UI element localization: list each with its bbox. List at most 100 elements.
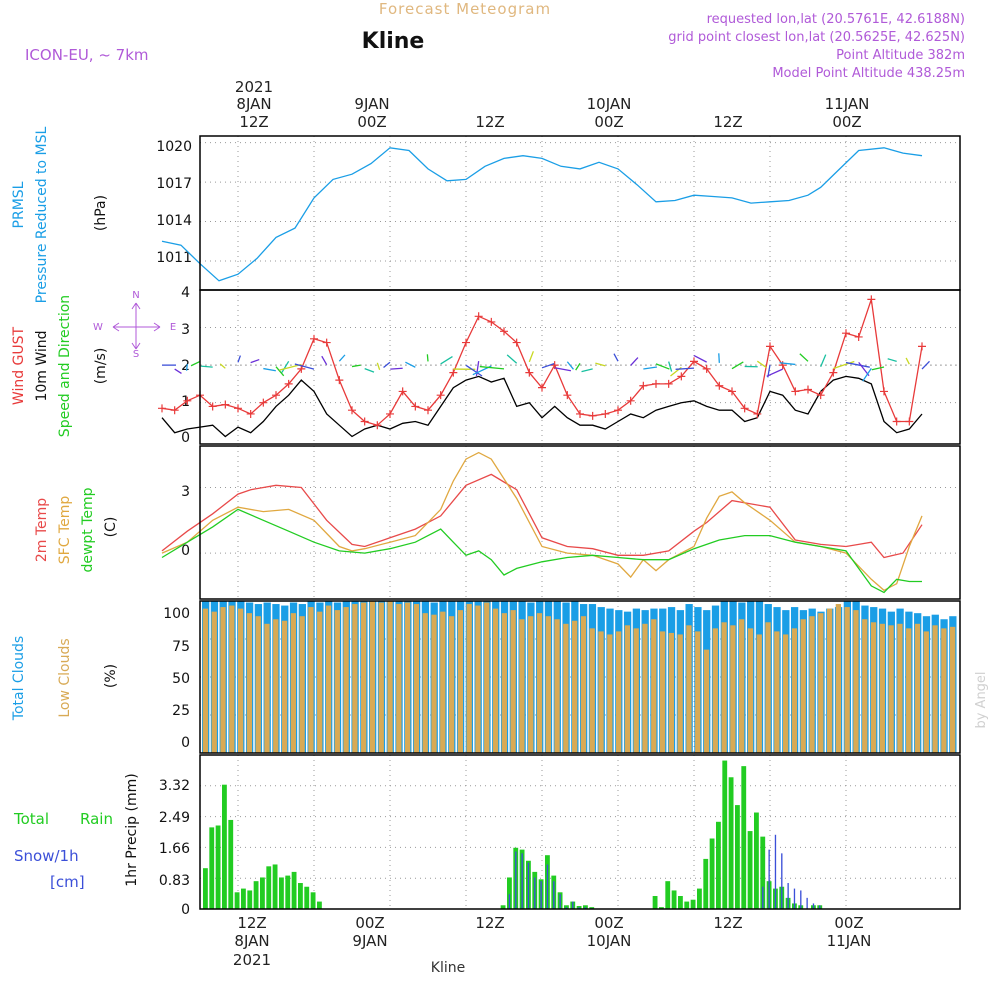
precip-panel-labels: Total Rain Snow/1h [cm] 1hr Precip (mm) … bbox=[13, 773, 190, 918]
wind-direction-arrow bbox=[581, 368, 593, 373]
wind-direction-arrow bbox=[871, 366, 885, 371]
pressure-label-1: PRMSL bbox=[11, 181, 27, 228]
low-clouds-bar bbox=[721, 622, 727, 753]
wind-direction-arrow bbox=[426, 354, 429, 362]
rain-bar bbox=[665, 881, 671, 909]
temp-tick-3: 3 bbox=[181, 484, 190, 500]
low-clouds-bar bbox=[255, 616, 261, 753]
rain-bar bbox=[589, 907, 595, 909]
low-clouds-bar bbox=[950, 626, 956, 753]
wind-gust-point bbox=[639, 381, 648, 390]
wind-gust-point bbox=[728, 387, 736, 396]
precip-tick-166: 1.66 bbox=[159, 841, 190, 857]
low-clouds-bar bbox=[607, 634, 613, 753]
wind-direction-arrow bbox=[190, 360, 201, 367]
wind-gust-point bbox=[322, 338, 331, 347]
wind-direction-arrow bbox=[376, 362, 381, 371]
clouds-tick-50: 50 bbox=[172, 671, 190, 687]
rain-bar bbox=[703, 858, 709, 909]
snow-bar bbox=[787, 883, 789, 909]
low-clouds-bar bbox=[826, 608, 833, 753]
rain-bar bbox=[298, 883, 303, 909]
wind-direction-arrow bbox=[833, 360, 855, 370]
compass-rose: N S W E bbox=[93, 290, 176, 360]
low-clouds-bar bbox=[853, 610, 859, 753]
rain-bar bbox=[266, 866, 272, 909]
rain-bar bbox=[304, 886, 310, 909]
clouds-unit: (%) bbox=[103, 664, 119, 688]
low-clouds-bar bbox=[800, 619, 806, 753]
rain-bar bbox=[247, 890, 253, 909]
low-clouds-bar bbox=[211, 611, 217, 753]
precip-tick-083: 0.83 bbox=[159, 873, 190, 889]
wind-gust-point bbox=[601, 409, 610, 418]
wind-gust-point bbox=[804, 385, 812, 394]
model-label: ICON-EU, ~ 7km bbox=[25, 46, 149, 64]
page-title: Kline bbox=[362, 29, 425, 54]
wind-direction-arrow bbox=[185, 364, 188, 371]
low-clouds-bar bbox=[290, 613, 296, 753]
rain-bar bbox=[747, 831, 753, 909]
wind-direction-arrow bbox=[845, 361, 870, 368]
clouds-tick-75: 75 bbox=[172, 639, 190, 655]
wind-gust-point bbox=[918, 342, 926, 351]
low-clouds-bar bbox=[695, 631, 701, 753]
rain-bar bbox=[690, 899, 696, 909]
wind-direction-arrow bbox=[440, 356, 453, 365]
compass-south: S bbox=[133, 349, 139, 360]
low-clouds-bar bbox=[782, 634, 789, 753]
low-clouds-bar bbox=[361, 602, 367, 753]
low-clouds-bar bbox=[589, 628, 595, 753]
wind-direction-arrow bbox=[506, 354, 518, 364]
snow-bar bbox=[584, 907, 587, 909]
wind-gust-point bbox=[272, 391, 280, 400]
low-clouds-bar bbox=[862, 619, 868, 753]
compass-west: W bbox=[93, 322, 103, 333]
wind-panel-labels: Wind GUST 10m Wind Speed and Direction (… bbox=[11, 285, 190, 446]
gridpoint-coords: grid point closest lon,lat (20.5625E, 42… bbox=[668, 30, 965, 45]
snow-bar bbox=[527, 862, 530, 909]
rain-bar bbox=[507, 877, 512, 909]
wind-gust-point bbox=[690, 357, 698, 366]
low-clouds-bar bbox=[519, 619, 525, 753]
wind-10m-label: 10m Wind bbox=[34, 330, 50, 401]
rain-bar bbox=[234, 892, 240, 909]
low-clouds-bar bbox=[809, 616, 815, 753]
wind-gust-point bbox=[816, 391, 825, 400]
low-clouds-bar bbox=[554, 619, 560, 753]
wind-gust-point bbox=[905, 417, 914, 426]
grid-lines bbox=[200, 136, 960, 909]
wind-direction-arrow bbox=[921, 360, 930, 370]
wind-tick-2: 2 bbox=[181, 358, 190, 374]
snow-bar bbox=[508, 894, 511, 909]
wind-plot bbox=[158, 295, 930, 438]
rain-label: Rain bbox=[80, 810, 113, 828]
wind-gust-point bbox=[386, 409, 394, 418]
wind-direction-arrow bbox=[219, 363, 226, 369]
compass-north: N bbox=[132, 290, 139, 301]
wind-gust-point bbox=[373, 421, 382, 430]
low-clouds-bar bbox=[563, 623, 569, 753]
low-clouds-bar bbox=[923, 631, 929, 753]
wind-gust-point bbox=[677, 372, 686, 381]
wind-direction-arrow bbox=[756, 360, 767, 369]
wind-direction-arrow bbox=[554, 367, 572, 372]
rain-bar bbox=[310, 892, 316, 909]
wind-gust-point bbox=[183, 396, 192, 405]
wind-gust-point bbox=[487, 317, 496, 326]
wind-gust-point bbox=[702, 364, 711, 373]
rain-bar bbox=[291, 871, 297, 909]
low-clouds-bar bbox=[598, 631, 604, 753]
rain-bar bbox=[285, 875, 291, 909]
clouds-tick-100: 100 bbox=[163, 606, 190, 622]
wind-direction-arrow bbox=[174, 368, 182, 375]
top-hour-4: 00Z bbox=[594, 113, 623, 131]
top-hour-1: 12Z bbox=[239, 113, 268, 131]
low-clouds-bar bbox=[404, 602, 411, 753]
wind-direction-arrow bbox=[479, 365, 505, 370]
wind-gust-point bbox=[791, 387, 800, 396]
precip-frame bbox=[199, 754, 961, 910]
rain-bar bbox=[215, 825, 221, 909]
rain-bar bbox=[735, 805, 740, 909]
wind-direction-arrow bbox=[275, 366, 285, 377]
